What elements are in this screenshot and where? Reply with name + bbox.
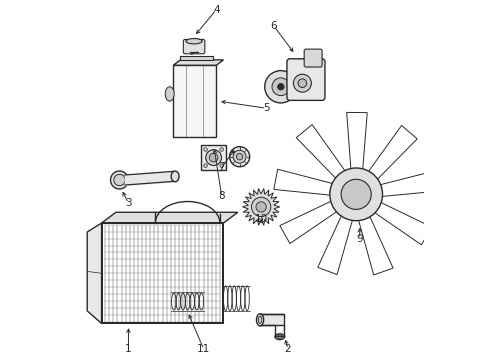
Circle shape (341, 179, 371, 210)
Circle shape (220, 164, 223, 167)
Text: 3: 3 (125, 198, 132, 208)
Ellipse shape (256, 314, 264, 326)
Circle shape (209, 153, 218, 162)
Ellipse shape (275, 334, 285, 339)
Polygon shape (379, 171, 439, 197)
Ellipse shape (277, 335, 282, 338)
Circle shape (236, 153, 243, 160)
Polygon shape (101, 223, 223, 323)
Text: 2: 2 (285, 344, 292, 354)
Text: 6: 6 (270, 21, 277, 31)
Polygon shape (374, 202, 432, 245)
Circle shape (220, 148, 223, 151)
Text: 7: 7 (219, 162, 225, 172)
Polygon shape (318, 215, 353, 275)
Circle shape (204, 148, 207, 151)
Text: 1: 1 (125, 344, 132, 354)
Ellipse shape (186, 39, 202, 44)
Polygon shape (243, 188, 280, 225)
Circle shape (272, 78, 290, 96)
Circle shape (233, 150, 246, 163)
FancyBboxPatch shape (183, 40, 205, 54)
Polygon shape (101, 212, 238, 223)
Polygon shape (180, 56, 213, 60)
Circle shape (251, 197, 271, 217)
Polygon shape (173, 60, 223, 65)
Text: 11: 11 (197, 344, 210, 354)
Text: 4: 4 (213, 5, 220, 15)
Circle shape (298, 79, 307, 87)
Circle shape (114, 174, 125, 186)
Circle shape (265, 71, 297, 103)
Circle shape (230, 147, 250, 167)
Ellipse shape (258, 316, 262, 323)
Text: 9: 9 (356, 234, 363, 244)
FancyBboxPatch shape (201, 145, 226, 170)
Circle shape (256, 202, 266, 212)
Circle shape (278, 84, 284, 90)
Text: 10: 10 (255, 215, 268, 224)
Ellipse shape (165, 87, 174, 101)
Circle shape (330, 168, 383, 221)
Polygon shape (296, 125, 345, 179)
Polygon shape (173, 65, 216, 137)
Ellipse shape (171, 171, 179, 182)
Text: 8: 8 (219, 191, 225, 201)
Polygon shape (280, 201, 338, 243)
Polygon shape (368, 126, 417, 180)
FancyBboxPatch shape (304, 49, 322, 67)
Circle shape (294, 74, 311, 92)
Circle shape (206, 150, 221, 166)
Polygon shape (87, 223, 101, 323)
FancyBboxPatch shape (287, 59, 325, 100)
Polygon shape (358, 216, 393, 275)
Polygon shape (347, 112, 368, 170)
Circle shape (111, 171, 128, 189)
Circle shape (204, 164, 207, 167)
Text: 5: 5 (263, 103, 270, 113)
Polygon shape (274, 169, 333, 195)
